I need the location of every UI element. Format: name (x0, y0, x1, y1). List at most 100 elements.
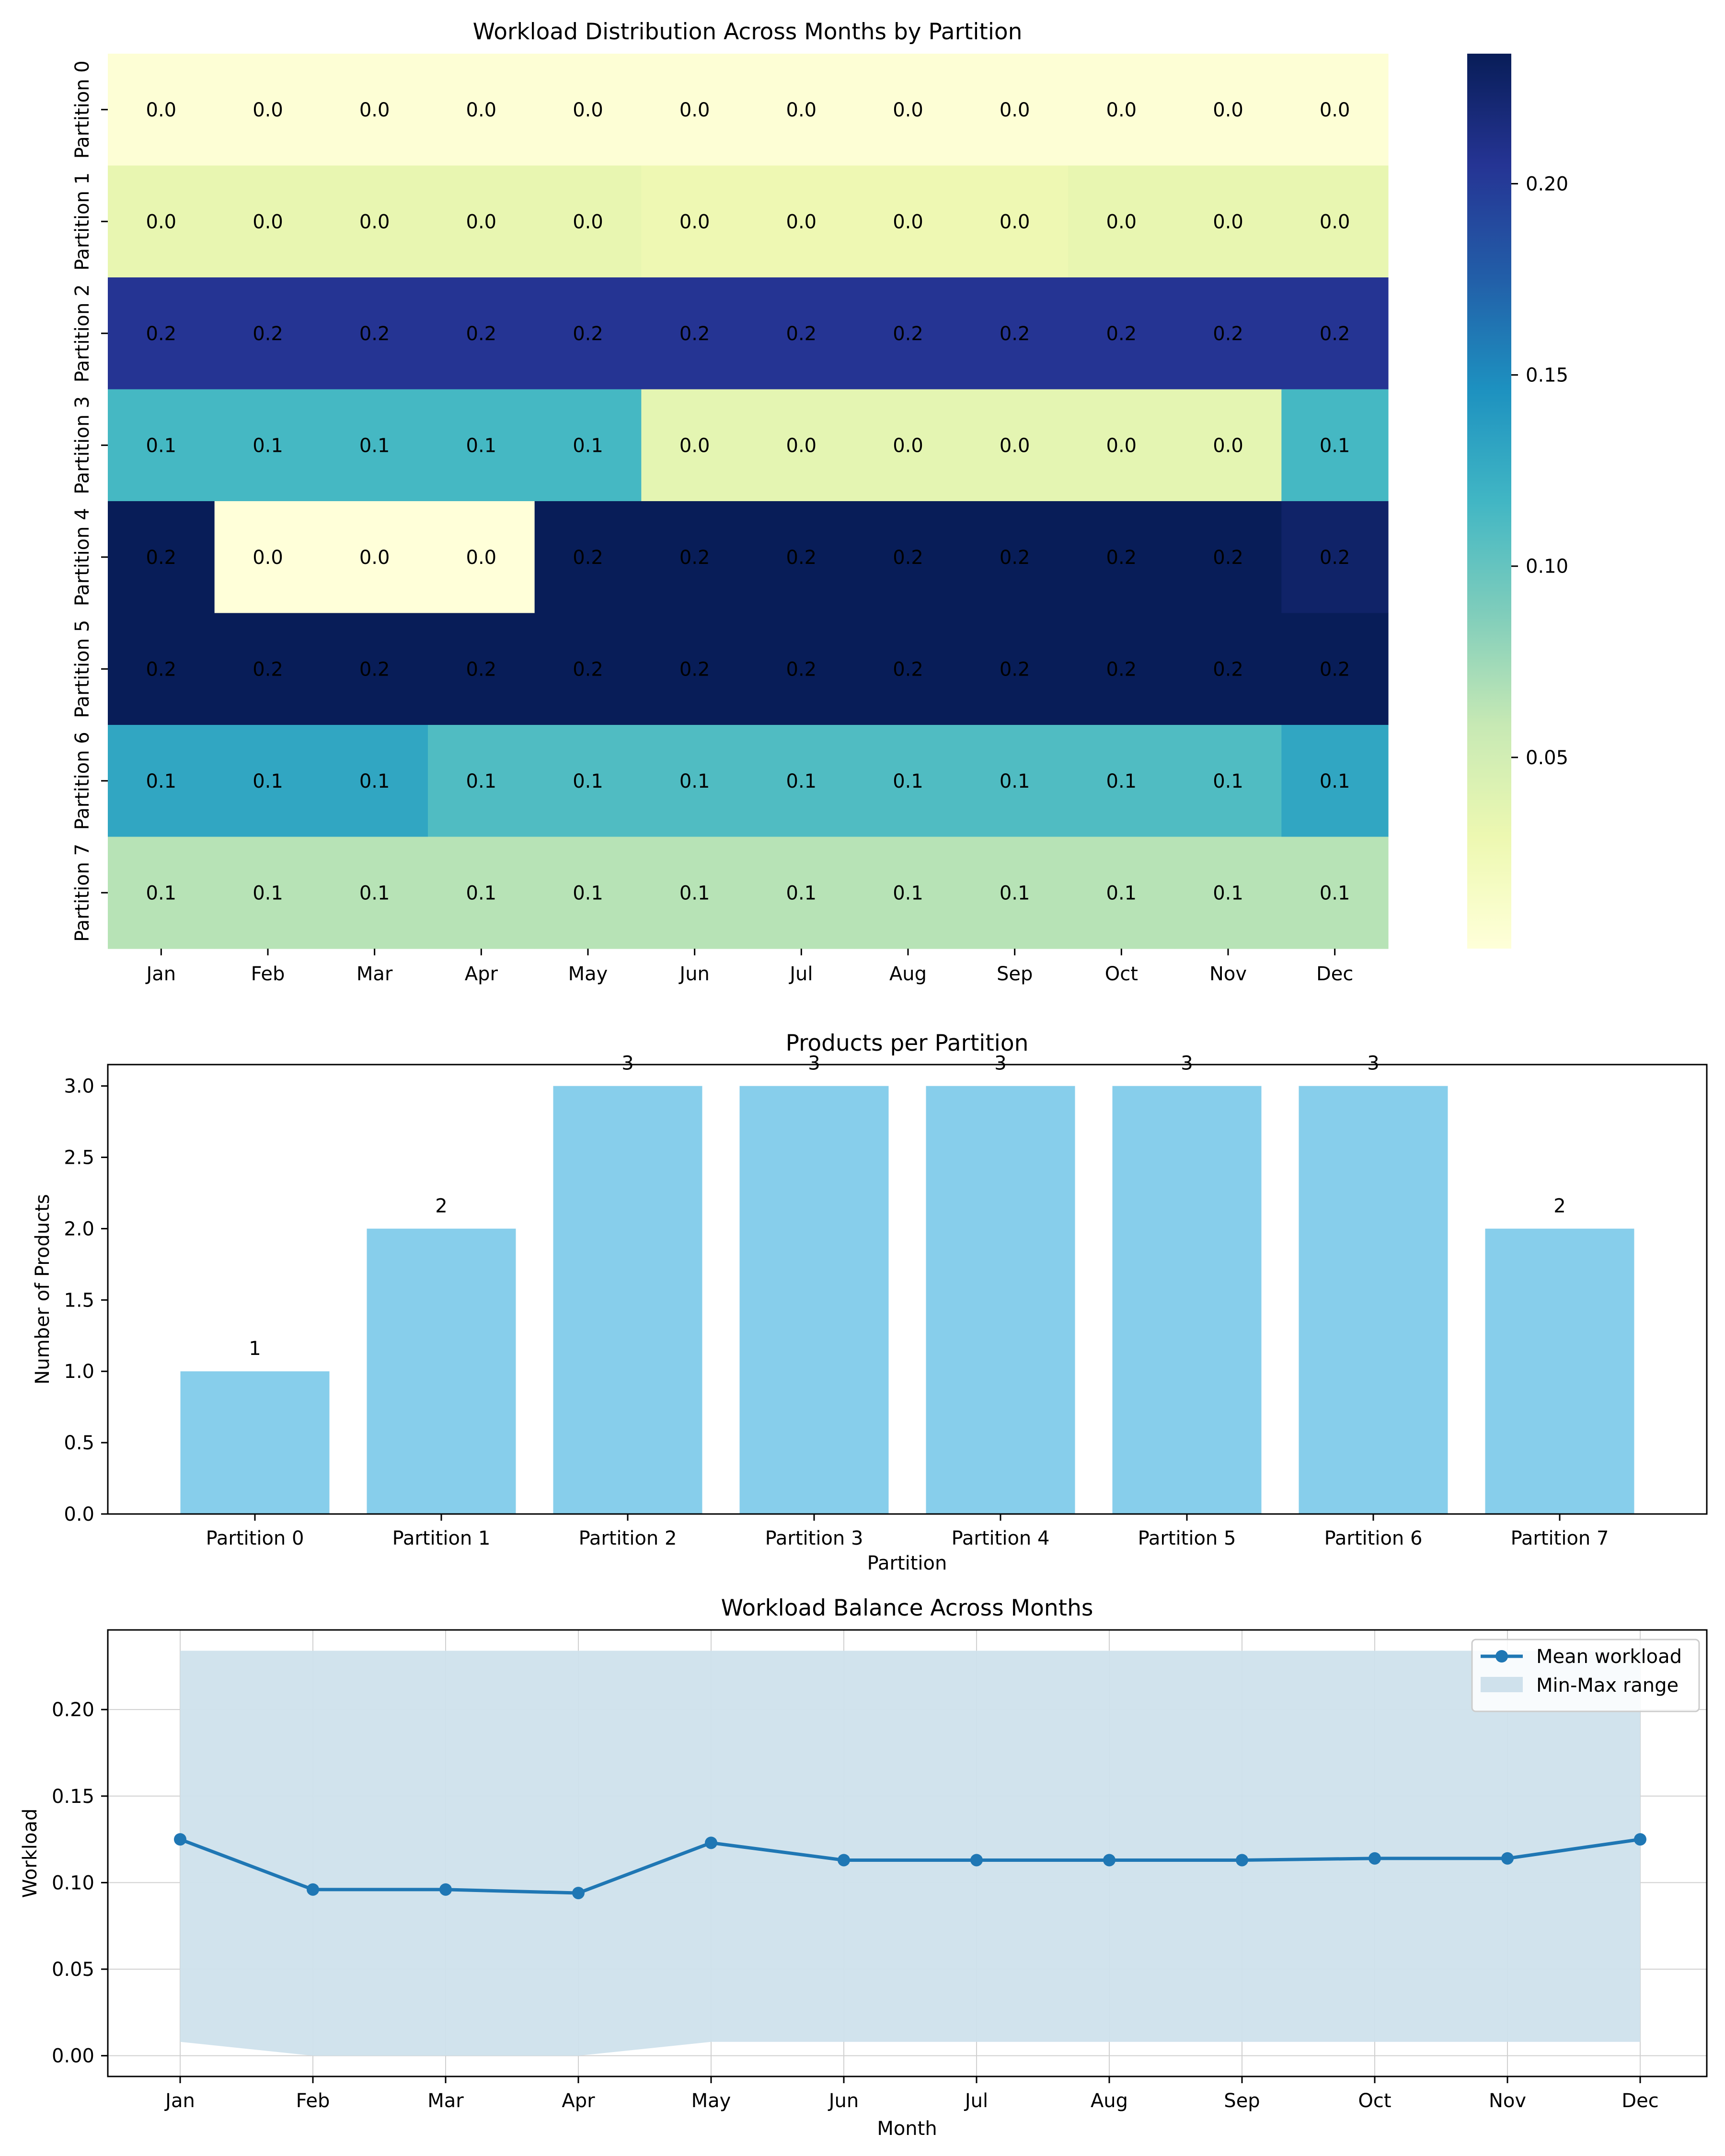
heatmap-cell-label: 0.0 (786, 211, 817, 233)
heatmap-cell-label: 0.0 (786, 435, 817, 457)
heatmap-cell-label: 0.0 (1213, 435, 1243, 457)
heatmap-cell (428, 277, 535, 390)
legend-mean-label: Mean workload (1536, 1646, 1682, 1668)
heatmap-cell (1281, 725, 1389, 837)
mean-workload-point (970, 1854, 983, 1867)
line-x-tick-label: Apr (562, 2090, 595, 2112)
heatmap-cell-label: 0.0 (786, 99, 817, 121)
heatmap-cell (641, 501, 748, 614)
heatmap-x-tick-label: Mar (356, 963, 393, 985)
heatmap-cell (1068, 277, 1175, 390)
heatmap-cell (641, 165, 748, 278)
mean-workload-point (307, 1883, 319, 1896)
bar-value-label: 3 (808, 1053, 820, 1075)
heatmap-cell-label: 0.2 (253, 658, 283, 680)
line-x-tick-label: Jan (164, 2090, 195, 2112)
heatmap-cell-label: 0.2 (1106, 658, 1137, 680)
bar-value-label: 1 (249, 1338, 261, 1360)
bar-title: Products per Partition (786, 1030, 1029, 1056)
heatmap-cell-label: 0.2 (1320, 323, 1350, 345)
heatmap-cell (108, 54, 215, 166)
heatmap-cell (641, 837, 748, 949)
heatmap-x-tick-label: Jan (145, 963, 176, 985)
heatmap-cell (961, 54, 1069, 166)
line-x-tick-label: May (691, 2090, 731, 2112)
bar-y-tick-label: 0.0 (64, 1503, 94, 1525)
heatmap-cell (321, 501, 428, 614)
heatmap-cell (1281, 165, 1389, 278)
line-x-tick-label: Dec (1622, 2090, 1658, 2112)
heatmap-cell-label: 0.0 (146, 99, 177, 121)
heatmap-cell-label: 0.2 (893, 547, 923, 569)
bar-x-tick-label: Partition 1 (392, 1527, 491, 1549)
heatmap-cell (1068, 725, 1175, 837)
heatmap-cell-label: 0.2 (573, 323, 603, 345)
heatmap-cell-label: 0.1 (1320, 770, 1350, 792)
heatmap-cell (748, 389, 855, 502)
bar-value-label: 2 (435, 1195, 447, 1217)
bar (1112, 1086, 1262, 1514)
heatmap-cell-label: 0.1 (1320, 882, 1350, 904)
heatmap-cell-label: 0.2 (146, 323, 177, 345)
heatmap-cell-label: 0.0 (573, 99, 603, 121)
heatmap-cell (534, 277, 642, 390)
heatmap-cell (534, 725, 642, 837)
heatmap-cell (321, 54, 428, 166)
line-x-tick-label: Aug (1091, 2090, 1128, 2112)
heatmap-y-tick-label: Partition 3 (71, 396, 93, 494)
mean-workload-line (179, 1837, 1641, 1895)
heatmap-cell-label: 0.1 (146, 435, 177, 457)
heatmap-cell-label: 0.1 (573, 770, 603, 792)
heatmap-cell-label: 0.2 (893, 323, 923, 345)
heatmap-cell-label: 0.1 (573, 882, 603, 904)
bar-value-label: 3 (621, 1053, 633, 1075)
mean-workload-point (1236, 1854, 1248, 1867)
bar (180, 1371, 330, 1514)
heatmap-cell-label: 0.2 (146, 658, 177, 680)
heatmap-cell (428, 725, 535, 837)
heatmap-cell-label: 0.2 (573, 658, 603, 680)
heatmap-cell-label: 0.0 (1320, 211, 1350, 233)
heatmap-cell (748, 54, 855, 166)
mean-workload-point (1368, 1852, 1381, 1865)
bar-value-label: 3 (1367, 1053, 1379, 1075)
heatmap-cell-label: 0.0 (1000, 99, 1030, 121)
heatmap-cell (1174, 54, 1282, 166)
heatmap-cell-label: 0.0 (359, 99, 390, 121)
colorbar-tick-label: 0.05 (1526, 747, 1568, 769)
heatmap-cell-label: 0.0 (893, 211, 923, 233)
bar-y-label: Number of Products (32, 1194, 54, 1384)
heatmap-cell-label: 0.1 (253, 435, 283, 457)
heatmap-cell (641, 54, 748, 166)
line-panel: Workload Balance Across Months 0.000.050… (19, 1595, 1708, 2140)
heatmap-cell-label: 0.1 (466, 882, 497, 904)
heatmap-cell-label: 0.1 (573, 435, 603, 457)
heatmap-cell (534, 501, 642, 614)
bar (739, 1086, 889, 1514)
heatmap-cell (1068, 613, 1175, 725)
heatmap-cell-label: 0.1 (893, 882, 923, 904)
heatmap-cell-label: 0.1 (1000, 882, 1030, 904)
heatmap-x-tick-label: Oct (1105, 963, 1138, 985)
heatmap-cell-label: 0.2 (466, 323, 497, 345)
heatmap-cell (1281, 501, 1389, 614)
bar-x-tick-label: Partition 2 (579, 1527, 677, 1549)
heatmap-cell-label: 0.2 (1000, 547, 1030, 569)
heatmap-cell-label: 0.0 (466, 211, 497, 233)
heatmap-cell-label: 0.1 (466, 770, 497, 792)
heatmap-y-tick-label: Partition 7 (71, 844, 93, 942)
heatmap-cell-label: 0.2 (1000, 323, 1030, 345)
heatmap-cell-label: 0.0 (1000, 435, 1030, 457)
heatmap-cell (1281, 389, 1389, 502)
min-max-band (180, 1651, 1640, 2056)
heatmap-cell (428, 165, 535, 278)
heatmap-cell (748, 725, 855, 837)
heatmap-cell (854, 837, 962, 949)
heatmap-cell (108, 277, 215, 390)
heatmap-cell-label: 0.2 (359, 658, 390, 680)
heatmap-x-tick-label: May (568, 963, 608, 985)
heatmap-cell-label: 0.0 (893, 435, 923, 457)
heatmap-cell-label: 0.0 (466, 547, 497, 569)
heatmap-cell-label: 0.2 (1213, 658, 1243, 680)
heatmap-cell-label: 0.0 (1000, 211, 1030, 233)
